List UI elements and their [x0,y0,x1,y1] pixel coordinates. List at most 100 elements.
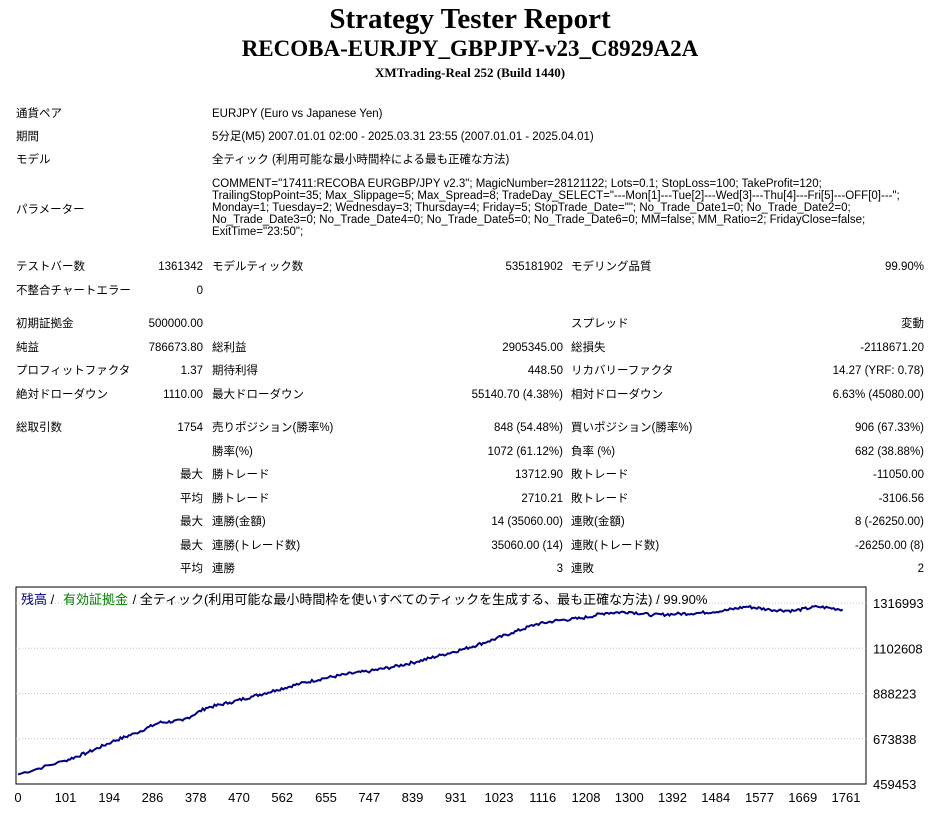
max-consec-wins-label: 連勝(金額) [212,516,266,528]
params-line: No_Trade_Date3=0; No_Trade_Date4=0; No_T… [212,214,866,226]
x-tick-label: 194 [98,790,120,805]
period-value: 5分足(M5) 2007.01.01 02:00 - 2025.03.31 23… [212,131,594,143]
max-label: 最大 [180,516,203,528]
legend-rest: / 全ティック(利用可能な最小時間枠を使いすべてのティックを生成する、最も正確な… [129,592,708,607]
expected-value: 448.50 [527,365,563,377]
pf-value: 1.37 [180,365,203,377]
lossrate-label: 負率 (%) [571,446,616,458]
balance-chart: 残高 / 有効証拠金 / 全ティック(利用可能な最小時間枠を使いすべてのティック… [14,586,924,805]
lossrate-value: 682 (38.88%) [854,446,924,458]
x-tick-label: 562 [271,790,293,805]
report-title: Strategy Tester Report [329,3,611,35]
avg-win-label: 勝トレード [212,493,270,505]
balance-line [17,604,844,776]
trades-label: 総取引数 [16,422,62,434]
max-consec-loss-label: 連敗(トレード数) [571,540,660,552]
avg-loss-label: 敗トレード [571,493,629,505]
largest-loss-label: 敗トレード [571,469,629,481]
max-label: 最大 [180,540,203,552]
short-label: 売りポジション(勝率%) [212,422,334,434]
x-tick-label: 747 [358,790,380,805]
recovery-value: 14.27 (YRF: 0.78) [832,365,924,377]
x-tick-label: 931 [445,790,467,805]
x-tick-label: 1392 [658,790,687,805]
ticks-label: モデルティック数 [212,261,304,273]
trades-value: 1754 [177,422,203,434]
ticks-value: 535181902 [505,261,563,273]
max-dd-label: 最大ドローダウン [212,389,304,401]
recovery-label: リカバリーファクタ [571,365,674,377]
largest-win-label: 勝トレード [212,469,270,481]
ea-name: RECOBA-EURJPY_GBPJPY-v23_C8929A2A [241,36,699,61]
params-value: COMMENT="17411:RECOBA EURGBP/JPY v2.3"; … [212,178,932,238]
avg-consec-wins-value: 3 [556,563,563,575]
y-tick-label: 459453 [873,777,916,792]
model-label: モデル [16,154,51,166]
long-value: 906 (67.33%) [854,422,924,434]
quality-label: モデリング品質 [571,261,652,273]
gross-profit-value: 2905345.00 [502,342,563,354]
x-tick-label: 655 [315,790,337,805]
x-tick-label: 1300 [615,790,644,805]
max-consec-profit-label: 連勝(トレード数) [212,540,301,552]
mismatch-value: 0 [196,285,203,297]
legend-sep: / [47,592,58,607]
spread-value: 変動 [901,318,924,330]
x-tick-label: 1023 [485,790,514,805]
x-tick-label: 1669 [788,790,817,805]
y-tick-label: 1316993 [873,596,924,611]
y-tick-label: 1102608 [873,641,923,656]
avg-consec-losses-label: 連敗 [571,563,594,575]
avg-label: 平均 [180,563,203,575]
net-label: 純益 [16,342,39,354]
avg-consec-losses-value: 2 [917,563,924,575]
gross-loss-label: 総損失 [571,342,606,354]
x-tick-label: 0 [14,790,21,805]
params-line: Monday=1; Tuesday=2; Wednesday=3; Thursd… [212,202,851,214]
largest-loss-value: -11050.00 [873,469,924,481]
abs-dd-value: 1110.00 [163,389,203,401]
x-tick-label: 1116 [529,790,556,805]
winrate-value: 1072 (61.12%) [487,446,563,458]
x-tick-label: 470 [228,790,250,805]
mismatch-label: 不整合チャートエラー [16,285,131,297]
max-dd-value: 55140.70 (4.38%) [471,389,563,401]
x-tick-label: 286 [142,790,164,805]
gross-loss-value: -2118671.20 [860,342,924,354]
x-tick-label: 1484 [701,790,730,805]
max-label: 最大 [180,469,203,481]
bars-value: 1361342 [158,261,203,273]
avg-label: 平均 [180,493,203,505]
rel-dd-label: 相対ドローダウン [571,389,663,401]
model-value: 全ティック (利用可能な最小時間枠による最も正確な方法) [212,154,510,166]
max-consec-losses-value: 8 (-26250.00) [854,516,924,528]
y-tick-label: 673838 [873,732,916,747]
x-tick-label: 101 [55,790,77,805]
rel-dd-value: 6.63% (45080.00) [832,389,924,401]
max-consec-losses-label: 連敗(金額) [571,516,625,528]
expected-label: 期待利得 [212,365,258,377]
x-tick-label: 378 [185,790,207,805]
params-line: ExitTime="23:50"; [212,226,304,238]
x-tick-label: 1208 [572,790,601,805]
server-info: XMTrading-Real 252 (Build 1440) [374,65,566,80]
params-line: COMMENT="17411:RECOBA EURGBP/JPY v2.3"; … [212,178,822,190]
y-tick-label: 888223 [873,687,916,702]
winrate-label: 勝率(%) [212,446,253,458]
x-tick-label: 1577 [745,790,774,805]
symbol-label: 通貨ペア [16,108,62,120]
short-value: 848 (54.48%) [493,422,563,434]
quality-value: 99.90% [884,261,924,273]
symbol-value: EURJPY (Euro vs Japanese Yen) [212,108,383,120]
params-label: パラメーター [16,204,85,216]
x-tick-label: 839 [402,790,424,805]
spread-label: スプレッド [571,318,629,330]
gross-profit-label: 総利益 [212,342,247,354]
legend-equity: 有効証拠金 [63,592,128,607]
long-label: 買いポジション(勝率%) [571,422,693,434]
params-line: TrailingStopPoint=35; Max_Slippage=5; Ma… [212,190,900,202]
avg-loss-value: -3106.56 [878,493,924,505]
max-consec-profit-value: 35060.00 (14) [491,540,563,552]
deposit-value: 500000.00 [148,318,203,330]
avg-win-value: 2710.21 [521,493,563,505]
